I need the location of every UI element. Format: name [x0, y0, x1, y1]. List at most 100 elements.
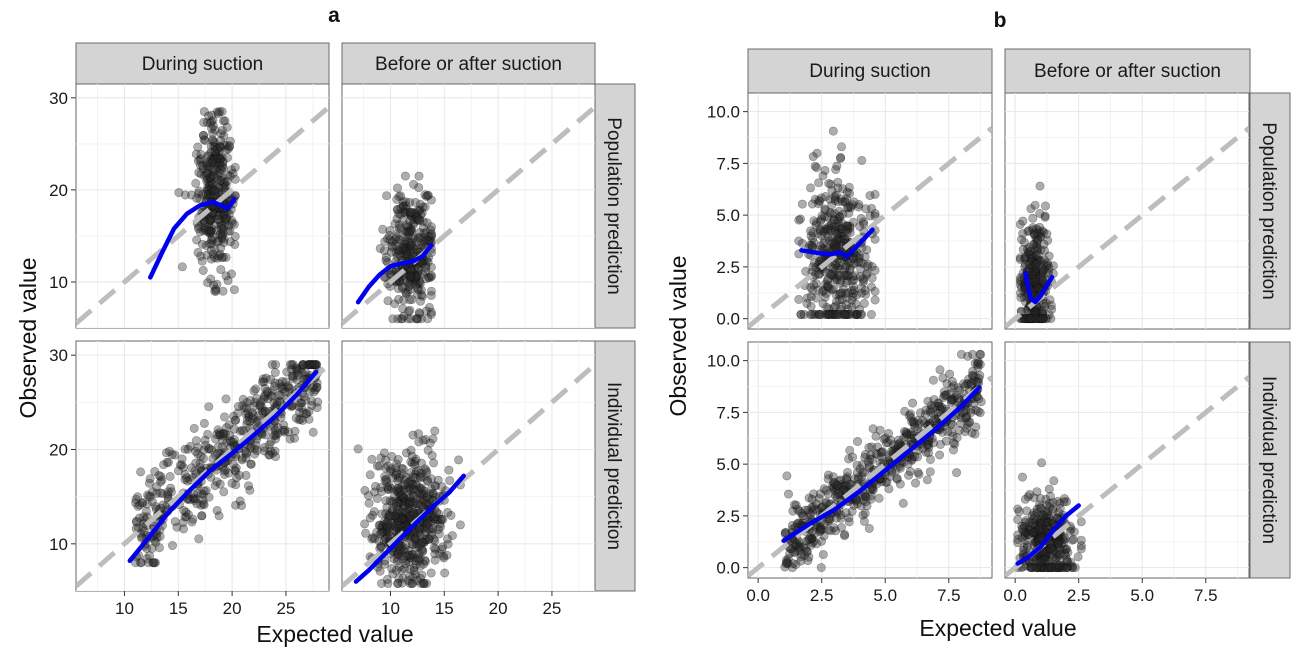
data-point: [304, 360, 314, 370]
data-point: [953, 383, 963, 393]
data-point: [419, 537, 429, 547]
data-point: [408, 509, 418, 519]
data-point: [389, 491, 399, 501]
data-point: [237, 453, 247, 463]
data-point: [1062, 557, 1072, 567]
data-point: [834, 228, 844, 238]
x-tick-label: 0.0: [1003, 586, 1027, 605]
data-point: [1038, 268, 1048, 278]
data-point: [387, 497, 397, 507]
data-point: [422, 521, 432, 531]
data-point: [925, 454, 935, 464]
data-point: [805, 532, 815, 542]
data-point: [408, 219, 418, 229]
data-point: [856, 309, 866, 319]
data-point: [854, 202, 864, 212]
data-point: [907, 454, 917, 464]
data-point: [886, 446, 896, 456]
data-point: [403, 516, 413, 526]
data-point: [790, 548, 800, 558]
data-point: [852, 309, 862, 319]
data-point: [858, 495, 868, 505]
data-point: [830, 275, 840, 285]
data-point: [1013, 538, 1023, 548]
data-point: [413, 314, 423, 324]
data-point: [411, 479, 421, 489]
data-point: [1024, 314, 1034, 324]
data-point: [946, 419, 956, 429]
data-point: [406, 275, 416, 285]
data-point: [1059, 497, 1069, 507]
data-point: [180, 469, 190, 479]
data-point: [420, 534, 430, 544]
data-point: [411, 553, 421, 563]
data-point: [423, 445, 433, 455]
data-point: [1041, 201, 1051, 211]
data-point: [802, 298, 812, 308]
data-point: [830, 226, 840, 236]
data-point: [1018, 523, 1028, 533]
data-point: [266, 391, 276, 401]
data-point: [1024, 314, 1034, 324]
data-point: [207, 224, 217, 234]
strip-label-population-prediction: Population prediction: [603, 117, 624, 294]
data-point: [831, 296, 841, 306]
strip-label-individual-prediction-b: Individual prediction: [1258, 376, 1279, 544]
data-point: [246, 459, 256, 469]
data-point: [1030, 520, 1040, 530]
data-point: [400, 251, 410, 261]
data-point: [840, 529, 850, 539]
data-point: [396, 548, 406, 558]
data-point: [415, 309, 425, 319]
data-point: [212, 430, 222, 440]
data-point: [197, 511, 207, 521]
data-point: [861, 492, 871, 502]
data-point: [405, 485, 415, 495]
data-point: [230, 231, 240, 241]
data-point: [191, 149, 201, 159]
data-point: [398, 464, 408, 474]
data-point: [193, 247, 203, 257]
data-point: [795, 542, 805, 552]
data-point: [800, 550, 810, 560]
data-point: [1061, 550, 1071, 560]
data-point: [308, 360, 318, 370]
data-point: [133, 492, 143, 502]
panel-during-individual-b: 0.02.55.07.510.00.0 2.5 5.0 7.5: [707, 341, 993, 605]
data-point: [902, 429, 912, 439]
data-point: [842, 222, 852, 232]
data-point: [1047, 543, 1057, 553]
data-point: [201, 225, 211, 235]
data-point: [228, 437, 238, 447]
data-point: [248, 410, 258, 420]
data-point: [204, 220, 214, 230]
data-point: [827, 285, 837, 295]
data-point: [199, 107, 209, 117]
panel-before-after-population-b: [1004, 92, 1250, 330]
data-point: [274, 396, 284, 406]
data-point: [851, 251, 861, 261]
data-point: [209, 220, 219, 230]
data-point: [242, 419, 252, 429]
data-point: [206, 147, 216, 157]
data-point: [200, 435, 210, 445]
figure-b: b During suction Before or after suction…: [665, 9, 1291, 641]
data-point: [839, 270, 849, 280]
data-point: [1034, 523, 1044, 533]
data-point: [429, 514, 439, 524]
data-point: [906, 413, 916, 423]
data-point: [808, 506, 818, 516]
data-point: [389, 554, 399, 564]
data-point: [793, 518, 803, 528]
data-point: [193, 142, 203, 152]
data-point: [1019, 314, 1029, 324]
data-point: [426, 286, 436, 296]
data-point: [310, 385, 320, 395]
data-point: [389, 496, 399, 506]
strip-during-suction-b: [747, 48, 993, 94]
data-point: [416, 578, 426, 588]
data-point: [1026, 253, 1036, 263]
data-point: [847, 286, 857, 296]
data-point: [807, 309, 817, 319]
data-point: [1030, 258, 1040, 268]
